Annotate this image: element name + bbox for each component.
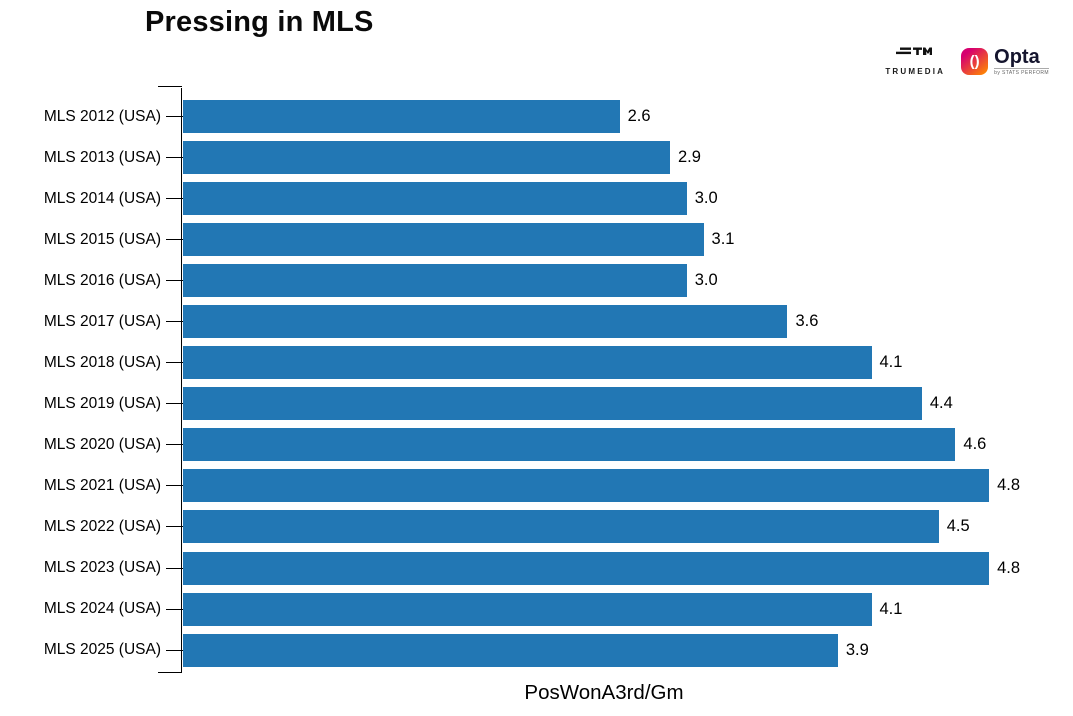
category-label: MLS 2022 (USA): [43, 517, 161, 535]
bar: [183, 592, 872, 626]
value-label: 4.1: [879, 353, 903, 372]
y-tick: [166, 116, 183, 118]
bar-track: 3.0: [183, 178, 1073, 219]
bar-track: 4.8: [183, 465, 1073, 506]
y-tick: [166, 157, 183, 159]
bar-row: MLS 2019 (USA) 4.4: [0, 383, 1073, 424]
value-label: 4.8: [997, 558, 1020, 577]
chart-title: Pressing in MLS: [145, 6, 374, 38]
y-tick: [166, 608, 183, 610]
bar-track: 3.1: [183, 219, 1073, 260]
trumedia-label: TRUMEDIA: [885, 67, 946, 76]
bar-track: 4.1: [183, 342, 1073, 383]
bar-row: MLS 2012 (USA) 2.6: [0, 96, 1073, 137]
bar: [183, 305, 788, 339]
y-tick: [166, 198, 183, 200]
bar-row: MLS 2022 (USA) 4.5: [0, 506, 1073, 547]
y-tick: [166, 649, 183, 651]
bar-track: 3.6: [183, 301, 1073, 342]
value-label: 2.6: [627, 107, 651, 126]
y-tick: [166, 526, 183, 528]
opta-icon: (): [961, 47, 989, 75]
x-axis-label: PosWonA3rd/Gm: [524, 681, 684, 704]
opta-byline: by STATS PERFORM: [994, 67, 1049, 76]
y-axis-line: [158, 86, 182, 673]
category-label: MLS 2013 (USA): [43, 148, 161, 166]
category-label: MLS 2025 (USA): [43, 641, 161, 659]
bar: [183, 100, 620, 134]
bar: [183, 469, 990, 503]
opta-label: Opta: [994, 45, 1040, 68]
bar: [183, 264, 687, 298]
value-label: 3.0: [694, 271, 718, 290]
y-tick: [166, 280, 183, 282]
bar-row: MLS 2013 (USA) 2.9: [0, 137, 1073, 178]
trumedia-logo: TRUMEDIA: [885, 46, 945, 76]
category-label: MLS 2020 (USA): [43, 435, 161, 453]
bar: [183, 510, 939, 544]
category-label: MLS 2017 (USA): [43, 312, 161, 330]
bar: [183, 551, 990, 585]
y-tick: [166, 403, 183, 405]
value-label: 4.1: [879, 599, 903, 618]
bar-track: 3.0: [183, 260, 1073, 301]
value-label: 4.6: [963, 435, 987, 454]
bar-track: 4.8: [183, 548, 1073, 589]
bar-track: 2.9: [183, 137, 1073, 178]
bar-row: MLS 2014 (USA) 3.0: [0, 178, 1073, 219]
bar: [183, 182, 687, 216]
y-tick: [166, 485, 183, 487]
branding-logos: TRUMEDIA () Opta by STATS PERFORM: [885, 46, 1049, 76]
y-tick: [166, 362, 183, 364]
bar-row: MLS 2024 (USA) 4.1: [0, 589, 1073, 630]
bar: [183, 346, 872, 380]
value-label: 3.0: [694, 189, 718, 208]
bar-track: 4.4: [183, 383, 1073, 424]
bar-row: MLS 2016 (USA) 3.0: [0, 260, 1073, 301]
bar-row: MLS 2015 (USA) 3.1: [0, 219, 1073, 260]
bar: [183, 223, 704, 257]
opta-logo: () Opta by STATS PERFORM: [961, 47, 1049, 76]
category-label: MLS 2024 (USA): [43, 600, 161, 618]
bar: [183, 428, 956, 462]
y-tick: [166, 567, 183, 569]
bar-row: MLS 2018 (USA) 4.1: [0, 342, 1073, 383]
category-label: MLS 2018 (USA): [43, 353, 161, 371]
value-label: 2.9: [678, 148, 701, 167]
bar-track: 3.9: [183, 630, 1073, 671]
category-label: MLS 2019 (USA): [43, 394, 161, 412]
bar-rows: MLS 2012 (USA) 2.6 MLS 2013 (USA) 2.9 MLS 20…: [0, 96, 1073, 671]
value-label: 3.1: [711, 230, 735, 249]
value-label: 3.9: [845, 640, 869, 659]
bar-row: MLS 2025 (USA) 3.9: [0, 630, 1073, 671]
bar-row: MLS 2017 (USA) 3.6: [0, 301, 1073, 342]
bar-track: 4.1: [183, 589, 1073, 630]
bar: [183, 387, 922, 421]
category-label: MLS 2014 (USA): [43, 189, 161, 207]
bar-track: 4.5: [183, 506, 1073, 547]
bar-row: MLS 2021 (USA) 4.8: [0, 465, 1073, 506]
bar: [183, 633, 838, 667]
bar-row: MLS 2020 (USA) 4.6: [0, 424, 1073, 465]
category-label: MLS 2016 (USA): [43, 271, 161, 289]
value-label: 4.8: [997, 476, 1020, 495]
category-label: MLS 2015 (USA): [43, 230, 161, 248]
value-label: 4.5: [946, 517, 970, 536]
bar-row: MLS 2023 (USA) 4.8: [0, 548, 1073, 589]
y-tick: [166, 239, 183, 241]
y-tick: [166, 444, 183, 446]
bar: [183, 141, 670, 175]
y-tick: [166, 321, 183, 323]
value-label: 3.6: [795, 312, 819, 331]
value-label: 4.4: [929, 394, 953, 413]
bar-track: 2.6: [183, 96, 1073, 137]
category-label: MLS 2023 (USA): [43, 559, 161, 577]
category-label: MLS 2012 (USA): [43, 107, 161, 125]
category-label: MLS 2021 (USA): [43, 476, 161, 494]
bar-track: 4.6: [183, 424, 1073, 465]
trumedia-icon: [896, 47, 933, 55]
